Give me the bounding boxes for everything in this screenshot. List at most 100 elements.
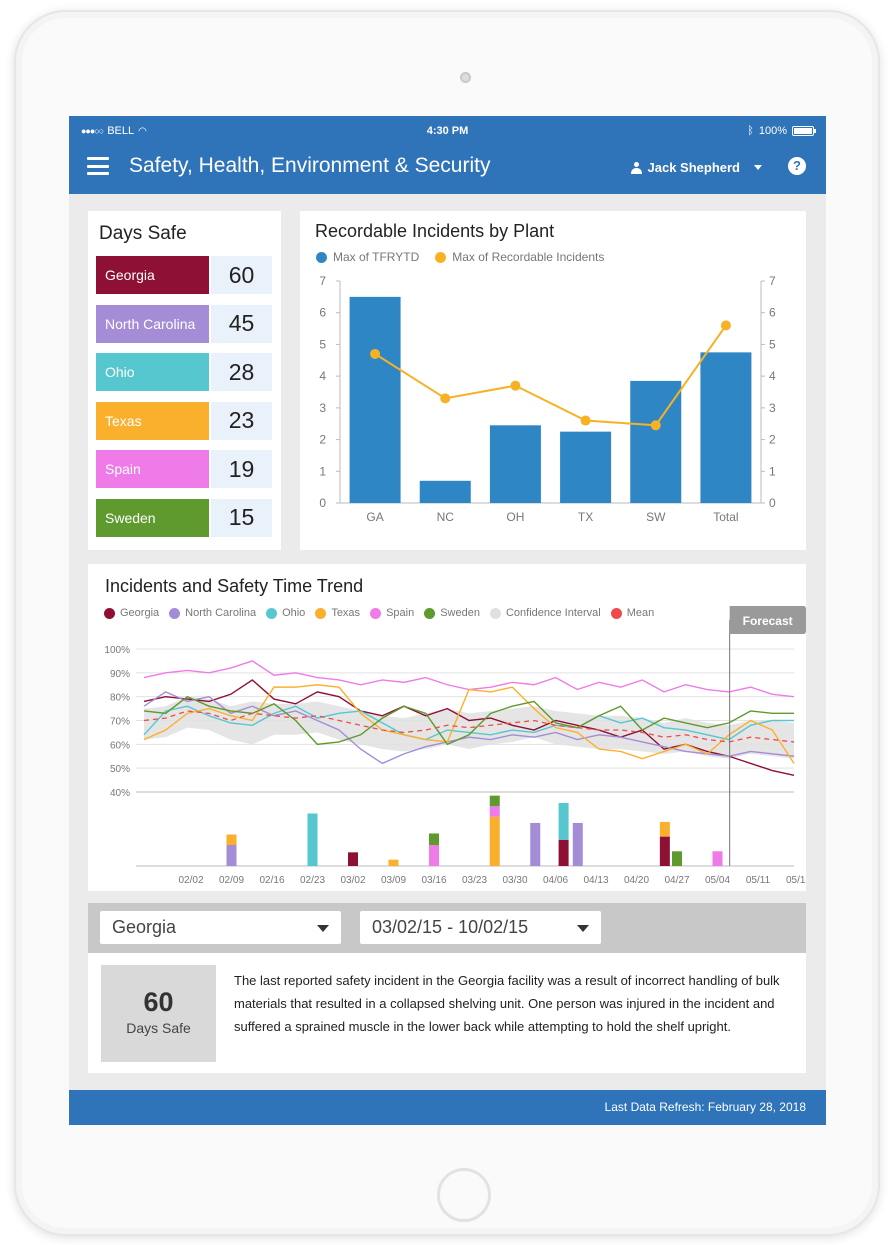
days-safe-row[interactable]: Sweden 15 [96,498,272,537]
line-point[interactable] [580,415,591,426]
y-tick-label: 3 [319,401,326,415]
incident-bar-segment[interactable] [659,821,670,837]
days-safe-list: Georgia 60 North Carolina 45 Ohio 28 Texas 23 Sp… [96,256,272,548]
x-tick-label: GA [366,510,383,524]
legend-swatch [315,607,327,619]
incident-bar-segment[interactable] [489,795,500,807]
trend-line-north-carolina[interactable] [143,691,795,765]
x-tick-label: TX [578,510,593,524]
incident-bar-segment[interactable] [489,816,500,866]
line-point[interactable] [510,380,521,391]
line-point[interactable] [440,393,451,404]
forecast-tag [729,606,806,634]
bar[interactable] [700,352,752,503]
bar[interactable] [560,431,612,503]
incident-bar-segment[interactable] [712,851,723,866]
plant-select[interactable]: Georgia [100,911,341,944]
legend-item[interactable]: Spain [370,607,414,619]
days-safe-row[interactable]: North Carolina 45 [96,304,272,343]
y2-tick-label: 4 [769,369,776,383]
incident-bar-segment[interactable] [226,845,237,866]
home-button[interactable] [437,1168,491,1222]
x-tick-label: 02/23 [300,875,325,886]
legend-label: Mean [626,607,655,619]
legend-item[interactable]: Sweden [424,607,480,619]
incident-bar-segment[interactable] [307,813,318,867]
line-point[interactable] [370,348,381,359]
trend-chart-title: Incidents and Safety Time Trend [105,576,364,596]
help-icon[interactable]: ? [788,157,806,175]
legend-item[interactable]: Ohio [266,607,305,619]
legend-swatch [316,251,327,263]
y2-tick-label: 5 [769,337,776,351]
time-trend-card: Incidents and Safety Time Trend Georgia N… [88,564,806,891]
chevron-down-icon [754,165,762,170]
legend-label: Max of Recordable Incidents [452,250,605,264]
app-screen: ●●●○○ BELL ◠ 4:30 PM ᛒ 100% Safety, Heal… [69,116,826,1125]
date-range-select[interactable]: 03/02/15 - 10/02/15 [360,911,601,944]
legend-label: Georgia [120,607,160,619]
y-tick-label: 70% [110,717,130,728]
top-bar: ●●●○○ BELL ◠ 4:30 PM ᛒ 100% Safety, Heal… [69,116,826,194]
x-tick-label: 03/23 [462,875,487,886]
nav-bar: Safety, Health, Environment & Security J… [69,146,826,194]
incidents-line [374,324,727,427]
legend-label: Spain [386,607,415,619]
trend-line-texas[interactable] [143,684,795,764]
legend-item[interactable]: Georgia [104,607,159,619]
incident-bar-segment[interactable] [530,822,541,866]
x-tick-label: 03/16 [421,875,446,886]
legend-item[interactable]: North Carolina [169,607,256,619]
x-tick-label: 03/30 [502,875,527,886]
days-safe-row[interactable]: Texas 23 [96,401,272,440]
incident-bar-segment[interactable] [429,845,439,866]
days-safe-value: 45 [211,304,272,343]
plant-name: Georgia [96,256,209,294]
incident-detail: 60 Days Safe The last reported safety in… [88,953,806,1073]
incident-bar-segment[interactable] [489,806,500,817]
y-tick-label: 100% [104,645,130,656]
incident-bar-segment[interactable] [672,851,682,866]
y2-tick-label: 7 [769,274,776,288]
legend-item[interactable]: Confidence Interval [489,607,601,619]
y-tick-label: 4 [319,369,326,383]
plant-name: Texas [96,401,209,440]
legend-swatch [104,607,115,619]
bar[interactable] [419,480,471,503]
legend-swatch [610,607,622,619]
y2-tick-label: 3 [769,401,776,415]
bar-chart: 0 0 1 1 2 2 3 3 4 4 5 5 6 6 7 7 GA NC OH TX SW Total [319,274,776,524]
mean-line [143,710,795,743]
x-tick-label: 05/18 [786,875,806,886]
days-safe-row[interactable]: Georgia 60 [96,256,272,294]
user-menu[interactable]: Jack Shepherd [630,160,762,175]
line-point[interactable] [650,420,661,431]
trend-chart: 40% 50% 60% 70% 80% 90% 100% 02/02 02/09 02/16 02/… [104,606,806,886]
incident-bar-segment[interactable] [429,833,439,845]
incident-bar-segment[interactable] [558,803,569,840]
legend-item[interactable]: Texas [315,607,360,619]
clock: 4:30 PM [426,125,469,137]
hamburger-menu-icon[interactable] [87,157,109,175]
trend-line-ohio[interactable] [143,705,794,741]
days-safe-value: 60 [211,256,272,294]
legend-item[interactable]: Mean [610,607,655,619]
y-tick-label: 5 [319,337,326,351]
x-tick-label: 02/02 [178,875,203,886]
line-point[interactable] [720,320,731,331]
status-bar: ●●●○○ BELL ◠ 4:30 PM ᛒ 100% [69,116,826,146]
x-tick-label: SW [646,510,666,524]
plant-name: Spain [96,450,209,489]
bar[interactable] [349,296,401,503]
bar[interactable] [489,425,541,503]
incident-bar-segment[interactable] [659,836,670,866]
legend-swatch [435,251,447,263]
incident-bar-segment[interactable] [388,859,399,866]
incident-bar-segment[interactable] [226,834,237,846]
days-safe-row[interactable]: Ohio 28 [96,353,272,392]
incident-bar-segment[interactable] [348,852,358,866]
incident-bar-segment[interactable] [572,822,583,866]
date-range-value: 03/02/15 - 10/02/15 [372,917,529,937]
days-safe-row[interactable]: Spain 19 [96,450,272,489]
incident-bar-segment[interactable] [558,839,569,866]
